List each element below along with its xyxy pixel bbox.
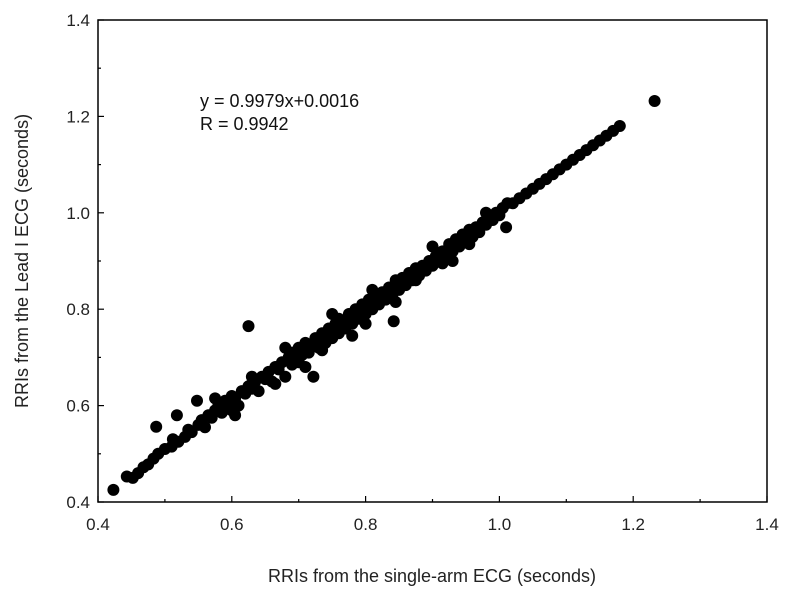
correlation-coefficient: R = 0.9942 — [200, 114, 289, 134]
data-point — [436, 257, 449, 270]
regression-equation: y = 0.9979x+0.0016 — [200, 91, 359, 111]
data-point — [150, 420, 163, 433]
data-point — [279, 370, 292, 383]
data-point — [299, 361, 312, 373]
data-point — [500, 221, 513, 234]
x-axis-label: RRIs from the single-arm ECG (seconds) — [268, 566, 596, 586]
data-point — [648, 95, 661, 107]
y-tick-label: 1.0 — [66, 204, 90, 223]
data-point — [252, 385, 265, 398]
data-point — [332, 312, 345, 325]
data-point — [389, 296, 402, 308]
data-points — [107, 95, 661, 496]
data-point — [426, 240, 439, 253]
y-tick-label: 0.8 — [66, 300, 90, 319]
data-point — [170, 409, 183, 422]
data-point — [613, 120, 626, 132]
axis-ticks — [97, 19, 768, 503]
y-tick-label: 0.4 — [66, 493, 90, 512]
x-tick-label: 0.4 — [86, 515, 110, 534]
data-point — [286, 346, 298, 359]
data-point — [199, 421, 211, 434]
data-point — [242, 320, 255, 333]
data-point — [307, 370, 320, 383]
data-point — [463, 238, 476, 251]
data-point — [446, 255, 459, 267]
data-point — [229, 409, 242, 422]
data-point — [107, 483, 120, 496]
x-tick-label: 0.6 — [220, 515, 244, 534]
data-point — [269, 377, 282, 390]
x-tick-label: 1.0 — [488, 515, 512, 534]
data-point — [366, 283, 379, 296]
data-point — [480, 206, 492, 219]
data-point — [346, 329, 359, 342]
data-point — [209, 392, 222, 405]
data-point — [359, 317, 372, 330]
x-tick-label: 1.4 — [755, 515, 779, 534]
data-point — [232, 399, 245, 412]
data-point — [387, 315, 400, 328]
y-tick-label: 0.6 — [66, 397, 90, 416]
x-tick-label: 1.2 — [621, 515, 645, 534]
x-tick-label: 0.8 — [354, 515, 378, 534]
y-tick-label: 1.2 — [66, 107, 90, 126]
y-axis-label: RRIs from the Lead I ECG (seconds) — [12, 114, 32, 408]
y-tick-label: 1.4 — [66, 11, 90, 30]
x-tick-labels: 0.4 0.6 0.8 1.0 1.2 1.4 — [86, 515, 779, 534]
data-point — [245, 370, 258, 383]
data-point — [316, 344, 329, 357]
y-tick-labels: 0.4 0.6 0.8 1.0 1.2 1.4 — [66, 11, 90, 512]
data-point — [191, 394, 203, 407]
data-point — [409, 274, 422, 287]
